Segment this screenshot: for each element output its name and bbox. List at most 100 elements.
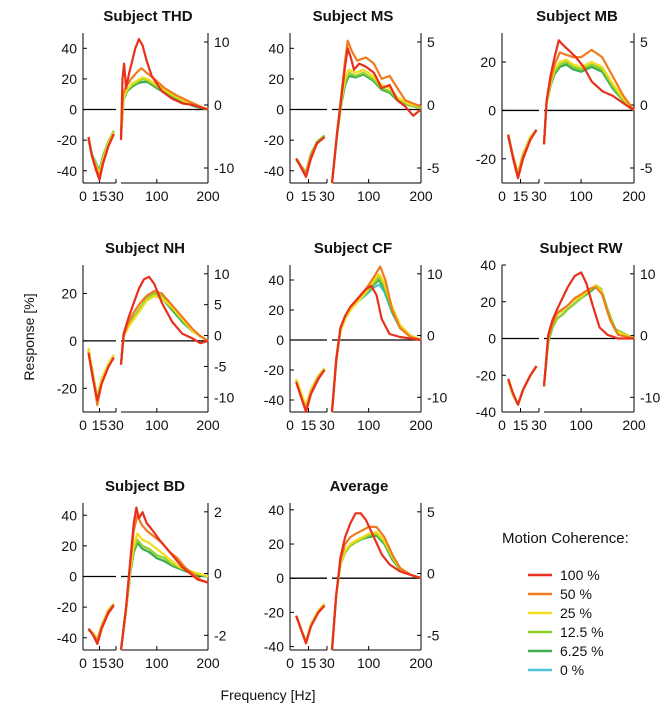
left-tick-label: 20 bbox=[480, 54, 496, 70]
right-tick-label: -5 bbox=[427, 627, 440, 643]
left-tick-label: 20 bbox=[480, 294, 496, 310]
y-axis-label: Response [%] bbox=[21, 293, 37, 380]
series-line-high bbox=[119, 275, 209, 365]
right-tick-label: 0 bbox=[427, 566, 435, 582]
right-tick-label: 10 bbox=[214, 266, 230, 282]
x-tick-label: 100 bbox=[357, 655, 381, 671]
x-tick-label: 30 bbox=[108, 417, 124, 433]
left-tick-label: -40 bbox=[476, 404, 496, 420]
left-tick-label: 0 bbox=[488, 102, 496, 118]
right-tick-label: 0 bbox=[214, 566, 222, 582]
legend-entry-label: 50 % bbox=[560, 586, 592, 602]
panel-title: Subject THD bbox=[103, 8, 192, 25]
x-tick-label: 15 bbox=[92, 655, 108, 671]
x-tick-label: 200 bbox=[196, 655, 220, 671]
right-tick-label: -5 bbox=[640, 160, 653, 176]
left-tick-label: -40 bbox=[264, 639, 284, 655]
left-tick-label: 0 bbox=[276, 570, 284, 586]
x-tick-label: 200 bbox=[196, 417, 220, 433]
series-line-high bbox=[119, 76, 209, 138]
series-line-high bbox=[330, 512, 422, 651]
x-tick-label: 30 bbox=[531, 417, 547, 433]
x-tick-label: 0 bbox=[286, 417, 294, 433]
x-tick-label: 200 bbox=[409, 417, 433, 433]
panel-title: Subject RW bbox=[539, 240, 623, 257]
left-tick-label: 40 bbox=[268, 272, 284, 288]
right-tick-label: 2 bbox=[214, 504, 222, 520]
right-tick-label: 0 bbox=[640, 328, 648, 344]
panel-title: Subject NH bbox=[105, 240, 185, 257]
x-tick-label: 0 bbox=[286, 188, 294, 204]
right-tick-label: -10 bbox=[640, 389, 660, 405]
x-tick-label: 30 bbox=[319, 188, 335, 204]
left-tick-label: 20 bbox=[61, 538, 77, 554]
series-line-high bbox=[119, 514, 209, 651]
x-tick-label: 100 bbox=[357, 417, 381, 433]
x-tick-label: 100 bbox=[145, 655, 169, 671]
right-tick-label: 0 bbox=[214, 328, 222, 344]
x-tick-label: 100 bbox=[145, 417, 169, 433]
left-tick-label: -40 bbox=[57, 630, 77, 646]
series-line-high bbox=[330, 283, 422, 413]
x-tick-label: 200 bbox=[409, 655, 433, 671]
x-tick-label: 200 bbox=[622, 417, 646, 433]
left-tick-label: 40 bbox=[480, 257, 496, 273]
x-tick-label: 100 bbox=[569, 417, 593, 433]
right-tick-label: -10 bbox=[214, 160, 234, 176]
left-tick-label: -40 bbox=[57, 163, 77, 179]
left-tick-label: -20 bbox=[476, 367, 496, 383]
x-tick-label: 0 bbox=[286, 655, 294, 671]
panel-title: Subject MS bbox=[313, 8, 394, 25]
series-line-high bbox=[119, 67, 209, 138]
left-tick-label: -40 bbox=[264, 163, 284, 179]
right-tick-label: 0 bbox=[214, 97, 222, 113]
x-tick-label: 0 bbox=[498, 188, 506, 204]
series-line-high bbox=[119, 532, 209, 651]
x-tick-label: 0 bbox=[79, 417, 87, 433]
left-tick-label: 40 bbox=[268, 40, 284, 56]
x-tick-label: 30 bbox=[108, 655, 124, 671]
series-line-high bbox=[330, 530, 422, 651]
panel-title: Subject MB bbox=[536, 8, 618, 25]
series-line-high bbox=[119, 294, 209, 365]
right-tick-label: 5 bbox=[214, 297, 222, 313]
x-tick-label: 200 bbox=[409, 188, 433, 204]
legend: Motion Coherence: 100 % 50 % 25 % 12.5 % 6.2… bbox=[502, 530, 629, 678]
x-tick-label: 15 bbox=[513, 417, 529, 433]
x-tick-label: 15 bbox=[301, 655, 317, 671]
right-tick-label: 5 bbox=[427, 504, 435, 520]
right-tick-label: -5 bbox=[214, 358, 227, 374]
series-line-high bbox=[542, 39, 635, 145]
x-tick-label: 30 bbox=[319, 417, 335, 433]
left-tick-label: -20 bbox=[57, 380, 77, 396]
legend-entry-label: 0 % bbox=[560, 662, 584, 678]
x-tick-label: 15 bbox=[513, 188, 529, 204]
legend-entry-label: 100 % bbox=[560, 567, 600, 583]
legend-entry-label: 12.5 % bbox=[560, 624, 604, 640]
series-line-low bbox=[295, 136, 326, 178]
series-line-high bbox=[330, 265, 422, 413]
panel-title: Average bbox=[330, 478, 389, 495]
right-tick-label: 0 bbox=[427, 328, 435, 344]
x-tick-label: 15 bbox=[92, 188, 108, 204]
left-tick-label: -40 bbox=[264, 392, 284, 408]
panel-title: Subject CF bbox=[314, 240, 392, 257]
series-line-low bbox=[87, 352, 115, 402]
x-tick-label: 15 bbox=[92, 417, 108, 433]
left-tick-label: 0 bbox=[276, 332, 284, 348]
x-tick-label: 100 bbox=[357, 188, 381, 204]
x-tick-label: 30 bbox=[531, 188, 547, 204]
series-line-high bbox=[330, 73, 422, 184]
series-line-high bbox=[542, 286, 635, 387]
series-line-low bbox=[87, 604, 115, 646]
x-tick-label: 15 bbox=[301, 188, 317, 204]
left-tick-label: 0 bbox=[69, 333, 77, 349]
right-tick-label: 0 bbox=[427, 97, 435, 113]
series-line-high bbox=[542, 286, 635, 387]
left-tick-label: 20 bbox=[61, 71, 77, 87]
x-tick-label: 0 bbox=[79, 655, 87, 671]
